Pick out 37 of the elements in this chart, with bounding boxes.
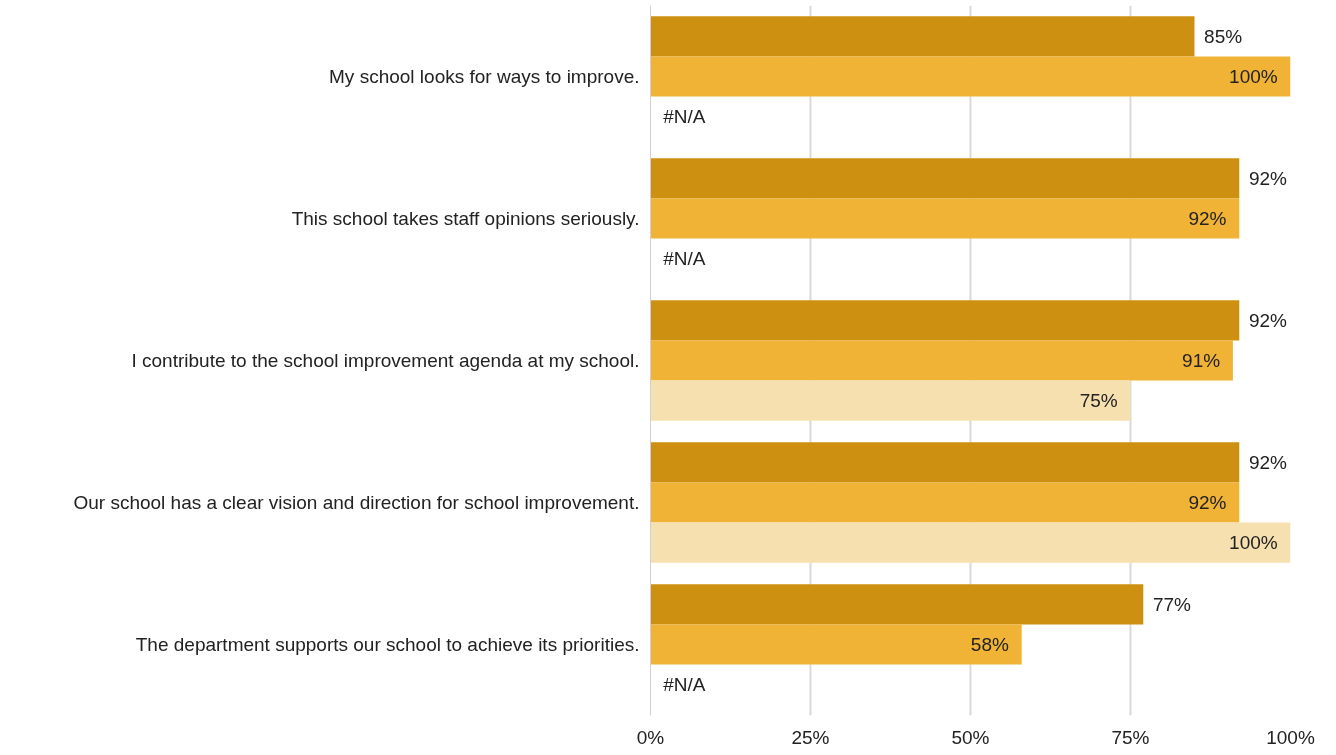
y-tick-label: This school takes staff opinions seriously.	[291, 208, 640, 229]
data-label: 92%	[1248, 309, 1288, 331]
bar	[650, 380, 1131, 421]
text: #N/A	[663, 248, 706, 270]
bar	[650, 340, 1233, 381]
data-label: 77%	[1152, 593, 1192, 615]
y-tick-label: Our school has a clear vision and direction for school improvement.	[73, 492, 640, 513]
data-label: 92%	[1248, 451, 1288, 473]
bar	[650, 198, 1240, 239]
x-tick-label: 100%	[1266, 726, 1315, 748]
x-tick-label: 25%	[791, 726, 830, 748]
bar	[650, 522, 1291, 563]
text: #N/A	[663, 106, 706, 128]
y-tick-label: The department supports our school to achieve its priorities.	[135, 634, 640, 655]
x-tick-label: 0%	[636, 726, 665, 748]
data-label: 100%	[1229, 532, 1278, 554]
bar	[650, 300, 1240, 341]
bar	[650, 16, 1195, 57]
data-label: 58%	[970, 634, 1010, 655]
y-tick-label: My school looks for ways to improve.	[329, 66, 640, 87]
bar	[650, 624, 1022, 665]
bar	[650, 158, 1240, 199]
text: #N/A	[663, 674, 706, 696]
data-label: 91%	[1182, 350, 1221, 371]
data-label: 92%	[1188, 492, 1227, 513]
bar	[650, 56, 1291, 97]
bar	[650, 482, 1240, 523]
y-tick-label: I contribute to the school improvement agenda at my school.	[131, 350, 640, 371]
bar	[650, 442, 1240, 483]
data-label: 85%	[1204, 25, 1243, 47]
data-label: 92%	[1188, 208, 1227, 229]
x-tick-label: 50%	[951, 726, 990, 748]
data-label: 92%	[1248, 167, 1288, 189]
data-label: 100%	[1229, 66, 1278, 87]
bar	[650, 584, 1144, 625]
data-label: 75%	[1079, 390, 1118, 412]
x-tick-label: 75%	[1111, 726, 1150, 748]
